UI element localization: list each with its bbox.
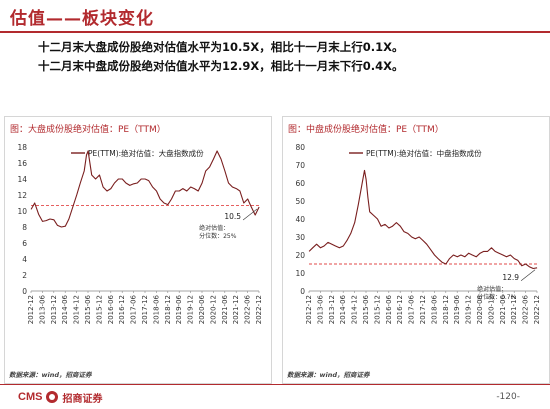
x-tick-label: 2014-12 [73,295,81,324]
annotation-leader [242,208,258,221]
title-divider [0,31,550,33]
footer-divider [0,384,550,385]
y-tick-label: 16 [17,159,27,168]
x-tick-label: 2014-12 [351,295,359,324]
annotation-value: 12.9 [502,273,519,282]
y-tick-label: 6 [22,239,27,248]
brand-name: 招商证券 [62,393,103,405]
x-tick-label: 2015-12 [95,295,103,324]
x-tick-label: 2014-06 [339,294,347,324]
x-tick-label: 2016-12 [396,295,404,324]
x-tick-label: 2022-06 [522,294,530,324]
x-tick-label: 2012-12 [27,295,35,324]
y-tick-label: 8 [22,223,27,232]
chart-title: 图：中盘成份股绝对估值：PE（TTM） [288,125,444,135]
legend-label: PE(TTM):绝对估值：中盘指数成份 [366,148,482,158]
y-tick-label: 10 [295,269,305,278]
series-line [308,169,538,270]
x-tick-label: 2013-06 [316,294,324,324]
series-line [30,150,260,228]
y-tick-label: 0 [300,287,305,296]
y-tick-label: 2 [22,271,27,280]
x-tick-label: 2015-12 [373,295,381,324]
y-tick-label: 30 [295,233,305,242]
chart-panel-mid-cap: 图：中盘成份股绝对估值：PE（TTM） 0 10 20 30 40 50 60 70 80 201… [282,116,550,384]
page-number: -120- [496,392,520,402]
x-tick-label: 2019-12 [187,295,195,324]
annotation-label: 分位数：0.7% [477,293,517,301]
source-note: 数据来源：wind，招商证券 [287,371,370,379]
x-tick-label: 2021-06 [499,294,507,324]
x-tick-label: 2015-06 [84,294,92,324]
y-tick-label: 60 [295,179,305,188]
x-tick-label: 2013-12 [328,295,336,324]
x-tick-label: 2015-06 [362,294,370,324]
x-tick-label: 2021-12 [232,295,240,324]
x-tick-label: 2017-12 [419,295,427,324]
brand-logo: CMS 招商证券 [18,388,102,406]
annotation-label: 绝对估值： [477,285,507,293]
annotation-label: 分位数：25% [199,232,237,240]
y-tick-label: 0 [22,287,27,296]
x-tick-label: 2020-12 [209,295,217,324]
x-tick-label: 2018-06 [152,294,160,324]
x-tick-label: 2020-12 [487,295,495,324]
annotation-label: 绝对估值： [199,224,229,232]
brand-cms: CMS [18,391,43,403]
x-tick-label: 2022-12 [255,295,263,324]
x-tick-label: 2022-06 [244,294,252,324]
y-tick-label: 20 [295,251,305,260]
brand-mark-icon [46,391,59,403]
legend-label: PE(TTM):绝对估值：大盘指数成份 [88,148,204,158]
y-tick-label: 4 [22,255,27,264]
x-tick-label: 2020-06 [476,294,484,324]
x-tick-label: 2013-12 [50,295,58,324]
x-tick-label: 2013-06 [38,294,46,324]
x-tick-label: 2018-12 [442,295,450,324]
x-tick-label: 2016-12 [118,295,126,324]
y-tick-label: 18 [17,143,27,152]
x-tick-label: 2014-06 [61,294,69,324]
source-note: 数据来源：wind，招商证券 [9,371,92,379]
x-tick-label: 2017-06 [130,294,138,324]
x-tick-label: 2016-06 [385,294,393,324]
x-tick-label: 2022-12 [533,295,541,324]
chart-panel-large-cap: 图：大盘成份股绝对估值：PE（TTM） 0 2 4 6 8 10 12 14 16 18 2012-… [4,116,272,384]
x-tick-label: 2012-12 [305,295,313,324]
x-tick-label: 2019-06 [175,294,183,324]
x-tick-label: 2020-06 [198,294,206,324]
x-tick-label: 2019-12 [465,295,473,324]
y-tick-label: 80 [295,143,305,152]
y-tick-label: 70 [295,161,305,170]
y-tick-label: 50 [295,197,305,206]
x-tick-label: 2021-12 [510,295,518,324]
summary-mid-cap: 十二月末中盘成份股绝对估值水平为12.9X，相比十一月末下行0.4X。 [38,59,404,73]
y-tick-label: 40 [295,215,305,224]
summary-large-cap: 十二月末大盘成份股绝对估值水平为10.5X，相比十一月末上行0.1X。 [38,40,404,54]
annotation-leader [520,269,536,282]
x-tick-label: 2017-06 [408,294,416,324]
y-tick-label: 10 [17,207,27,216]
annotation-value: 10.5 [224,212,241,221]
y-tick-label: 14 [17,175,27,184]
x-tick-label: 2016-06 [107,294,115,324]
x-tick-label: 2018-06 [430,294,438,324]
x-tick-label: 2018-12 [164,295,172,324]
x-tick-label: 2019-06 [453,294,461,324]
chart-title: 图：大盘成份股绝对估值：PE（TTM） [10,125,166,135]
y-tick-label: 12 [17,191,27,200]
x-tick-label: 2021-06 [221,294,229,324]
page-title: 估值——板块变化 [10,9,154,29]
x-tick-label: 2017-12 [141,295,149,324]
